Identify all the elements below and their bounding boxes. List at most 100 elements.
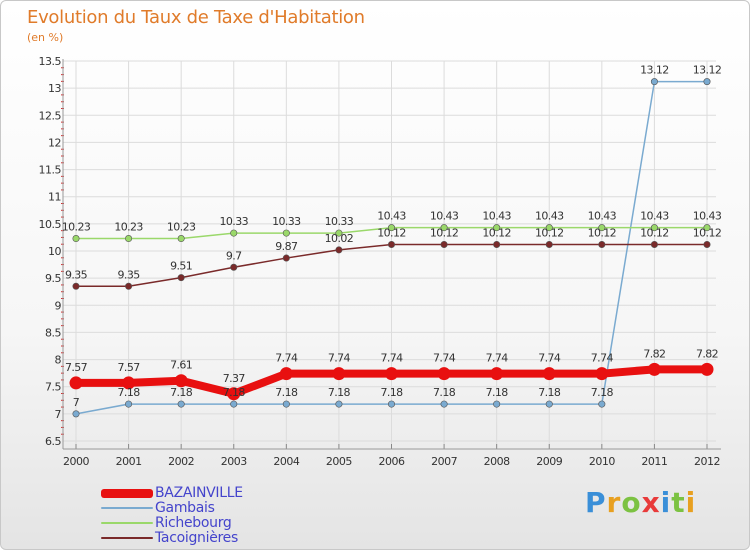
data-label-bazainville: 7.57 <box>118 361 141 374</box>
data-label-tacoignieres: 10.12 <box>640 226 669 239</box>
legend-swatch-bazainville <box>101 489 153 498</box>
data-point-gambais <box>598 400 606 408</box>
data-point-gambais <box>335 400 343 408</box>
data-point-gambais <box>493 400 501 408</box>
data-point-bazainville <box>595 367 609 381</box>
y-tick-label: 12 <box>48 136 61 149</box>
data-point-tacoignieres <box>598 240 606 248</box>
data-point-gambais <box>125 400 133 408</box>
x-tick-label: 2001 <box>116 455 142 468</box>
x-tick-label: 2008 <box>484 455 510 468</box>
data-point-richebourg <box>545 224 553 232</box>
data-point-bazainville <box>700 362 714 376</box>
logo-letter: P <box>585 486 607 519</box>
y-tick-label: 6.5 <box>45 435 61 448</box>
data-point-gambais <box>72 410 80 418</box>
data-point-tacoignieres <box>493 240 501 248</box>
data-point-gambais <box>650 78 658 86</box>
x-tick-label: 2006 <box>379 455 405 468</box>
y-tick-label: 9.5 <box>45 272 61 285</box>
y-tick-label: 12.5 <box>39 109 62 122</box>
data-point-gambais <box>177 400 185 408</box>
data-label-bazainville: 7.61 <box>170 359 192 372</box>
data-point-tacoignieres <box>177 274 185 282</box>
data-label-tacoignieres: 10.12 <box>482 226 511 239</box>
data-label-tacoignieres: 10.12 <box>377 226 406 239</box>
data-label-richebourg: 10.43 <box>535 210 564 223</box>
data-label-tacoignieres: 9.51 <box>170 260 192 273</box>
legend-label-tacoignieres: Tacoignières <box>155 530 238 546</box>
logo-letter: t <box>671 486 686 519</box>
data-label-gambais: 7.18 <box>275 386 298 399</box>
data-point-tacoignieres <box>125 282 133 290</box>
data-label-gambais: 7.18 <box>118 386 141 399</box>
logo-letter: i <box>660 486 672 519</box>
data-label-richebourg: 10.23 <box>167 221 196 234</box>
data-point-richebourg <box>387 224 395 232</box>
y-tick-label: 7 <box>55 408 62 421</box>
data-label-richebourg: 10.23 <box>62 221 91 234</box>
data-point-bazainville <box>227 387 241 401</box>
grid-lines <box>63 60 716 447</box>
data-point-bazainville <box>174 374 188 388</box>
data-label-richebourg: 10.43 <box>640 210 669 223</box>
chart-title: Evolution du Taux de Taxe d'Habitation <box>27 7 365 28</box>
data-point-richebourg <box>177 235 185 243</box>
data-point-tacoignieres <box>72 282 80 290</box>
data-label-gambais: 13.12 <box>693 64 722 77</box>
data-point-bazainville <box>332 367 346 381</box>
data-label-bazainville: 7.82 <box>643 347 665 360</box>
data-point-richebourg <box>440 224 448 232</box>
data-label-bazainville: 7.74 <box>591 352 614 365</box>
x-tick-label: 2002 <box>168 455 194 468</box>
data-label-tacoignieres: 10.12 <box>430 226 459 239</box>
data-point-tacoignieres <box>440 240 448 248</box>
logo-letter: r <box>606 486 622 519</box>
y-tick-label: 13.5 <box>39 55 62 68</box>
data-label-richebourg: 10.43 <box>430 210 459 223</box>
data-point-gambais <box>230 400 238 408</box>
data-labels: 7.57 7.57 7.61 7.37 7.74 7.74 7.74 7.74 7.74 7.74… <box>62 64 723 409</box>
data-label-richebourg: 10.43 <box>693 210 722 223</box>
y-tick-label: 7.5 <box>45 381 61 394</box>
x-tick-label: 2004 <box>273 455 299 468</box>
data-label-tacoignieres: 10.12 <box>693 226 722 239</box>
data-label-richebourg: 10.43 <box>377 210 406 223</box>
data-label-tacoignieres: 9.35 <box>65 268 88 281</box>
data-point-bazainville <box>490 367 504 381</box>
data-label-bazainville: 7.74 <box>380 352 403 365</box>
data-label-gambais: 7.18 <box>170 386 193 399</box>
x-tick-label: 2003 <box>221 455 247 468</box>
x-tick-label: 2000 <box>63 455 89 468</box>
data-point-richebourg <box>650 224 658 232</box>
data-label-tacoignieres: 9.7 <box>226 249 242 262</box>
data-label-bazainville: 7.74 <box>275 352 298 365</box>
data-point-richebourg <box>335 229 343 237</box>
data-point-gambais <box>440 400 448 408</box>
data-label-gambais: 7.18 <box>433 386 456 399</box>
data-point-richebourg <box>282 229 290 237</box>
logo-letter: i <box>685 486 697 519</box>
y-tick-label: 10.5 <box>39 218 62 231</box>
data-point-richebourg <box>493 224 501 232</box>
y-tick-label: 9 <box>55 299 62 312</box>
axes: 6.5 7 7.5 8 8.5 9 9.5 10 10.5 11 11.5 12 12.5 13 13.5 2… <box>39 55 721 468</box>
data-point-tacoignieres <box>703 240 711 248</box>
data-point-richebourg <box>598 224 606 232</box>
data-point-richebourg <box>125 235 133 243</box>
data-label-richebourg: 10.23 <box>114 221 143 234</box>
x-tick-label: 2005 <box>326 455 352 468</box>
y-tick-label: 11.5 <box>39 164 62 177</box>
data-point-tacoignieres <box>282 254 290 262</box>
data-label-richebourg: 10.33 <box>325 215 354 228</box>
data-point-tacoignieres <box>335 246 343 254</box>
data-point-bazainville <box>279 367 293 381</box>
data-point-bazainville <box>647 362 661 376</box>
logo-letter: o <box>621 486 642 519</box>
data-label-richebourg: 10.33 <box>272 215 301 228</box>
data-label-gambais: 7.18 <box>591 386 614 399</box>
data-label-gambais: 7.18 <box>328 386 351 399</box>
data-label-bazainville: 7.74 <box>328 352 351 365</box>
data-point-bazainville <box>69 376 83 390</box>
